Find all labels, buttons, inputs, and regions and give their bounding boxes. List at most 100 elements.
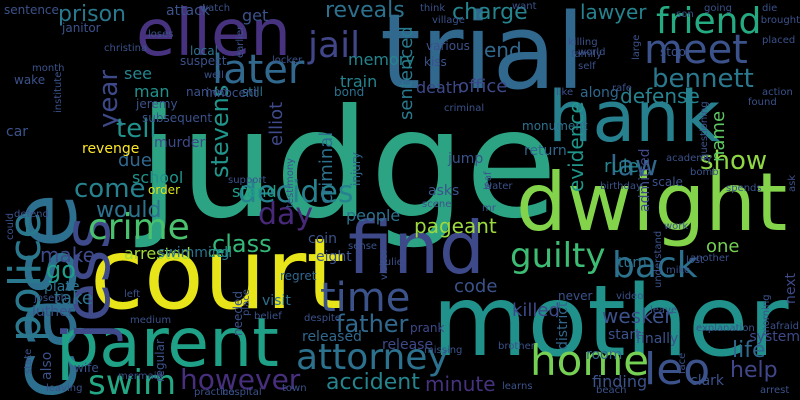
word: support: [228, 175, 267, 186]
word: rule: [604, 156, 639, 177]
word: suspect: [180, 54, 227, 68]
word: mother: [432, 265, 789, 379]
word: system: [749, 329, 800, 345]
word: memory: [348, 50, 415, 69]
word: bond: [334, 85, 365, 99]
word: spends: [726, 183, 762, 194]
word: find: [348, 206, 485, 290]
word: asks: [428, 183, 460, 199]
word: along: [580, 85, 619, 101]
word: defense: [620, 84, 700, 108]
word: testimony: [285, 157, 296, 208]
word: beach: [596, 385, 627, 396]
word: attorney: [296, 337, 449, 378]
word: help: [730, 358, 778, 383]
word: evidence: [564, 101, 588, 192]
word: lost: [686, 255, 705, 266]
word: self: [578, 61, 596, 72]
word: scale: [652, 175, 683, 189]
word: people: [346, 206, 401, 225]
word: elliot: [266, 101, 287, 146]
word: son: [676, 9, 694, 20]
word: stop: [660, 45, 686, 59]
word: time: [320, 275, 411, 321]
word: order: [148, 183, 180, 197]
word: attack: [166, 3, 210, 19]
word: regular: [153, 339, 167, 382]
word: mike: [666, 265, 691, 276]
word: large: [631, 34, 642, 60]
word: hank: [548, 76, 721, 158]
word: loses: [148, 29, 174, 40]
word: swim: [88, 363, 177, 400]
word: pageant: [414, 214, 497, 238]
word: prison: [58, 2, 126, 27]
word: court: [90, 218, 345, 332]
word: well: [204, 70, 224, 81]
word: work: [664, 221, 689, 232]
word: family: [571, 49, 602, 60]
word: leave: [650, 305, 678, 316]
word: name: [708, 110, 729, 162]
word: plate: [44, 279, 80, 295]
word: luther: [32, 304, 74, 320]
word: arrested: [124, 244, 191, 263]
word: belief: [254, 311, 282, 322]
word: learns: [502, 381, 533, 392]
word: video: [616, 291, 644, 302]
word: death: [416, 78, 463, 97]
word: world: [578, 47, 606, 58]
word: trial: [380, 0, 586, 113]
word: water: [484, 181, 513, 192]
word: want: [512, 1, 537, 12]
word: car: [6, 124, 29, 140]
word: class: [212, 230, 272, 258]
word: explanation: [696, 323, 755, 334]
word: crime: [88, 207, 190, 248]
word: locker: [272, 55, 303, 66]
word: one: [706, 236, 740, 257]
word: district: [555, 301, 571, 350]
word: defend: [14, 209, 49, 220]
word: law: [610, 149, 658, 182]
word: make: [40, 243, 95, 267]
word: clark: [690, 373, 725, 389]
word: accident: [326, 370, 420, 395]
word: hospital: [222, 387, 262, 398]
word: man: [134, 82, 170, 101]
word: month: [32, 63, 65, 74]
word: killing: [568, 37, 598, 48]
word: despite: [304, 313, 341, 324]
word: never: [558, 289, 593, 303]
word: visit: [262, 293, 291, 309]
word: murder: [154, 135, 206, 151]
word: office: [458, 76, 508, 97]
word: kiss: [424, 55, 447, 69]
word: train: [340, 72, 378, 91]
word: christina: [104, 43, 148, 54]
word: sentenced: [396, 26, 417, 120]
word: mermaid: [118, 371, 163, 382]
word: brother: [498, 341, 535, 352]
word: judge: [138, 78, 558, 252]
word: swimming: [158, 245, 230, 261]
word: friend: [656, 1, 762, 42]
word: ellen: [136, 0, 291, 71]
word: finding: [592, 372, 648, 391]
word: local: [190, 44, 218, 58]
word: monument: [522, 119, 588, 133]
word: die: [762, 3, 778, 14]
word: coin: [308, 231, 338, 247]
word: dwight: [516, 156, 788, 249]
word: code: [454, 276, 498, 297]
word: cell: [208, 245, 233, 261]
word: parent: [56, 304, 279, 383]
word: regret: [280, 269, 317, 283]
word: understand: [653, 230, 664, 288]
word: jail: [308, 25, 361, 66]
word: lawyer: [580, 0, 647, 24]
word: named: [186, 85, 228, 99]
word: would: [96, 198, 162, 223]
word: afraid: [770, 321, 800, 332]
